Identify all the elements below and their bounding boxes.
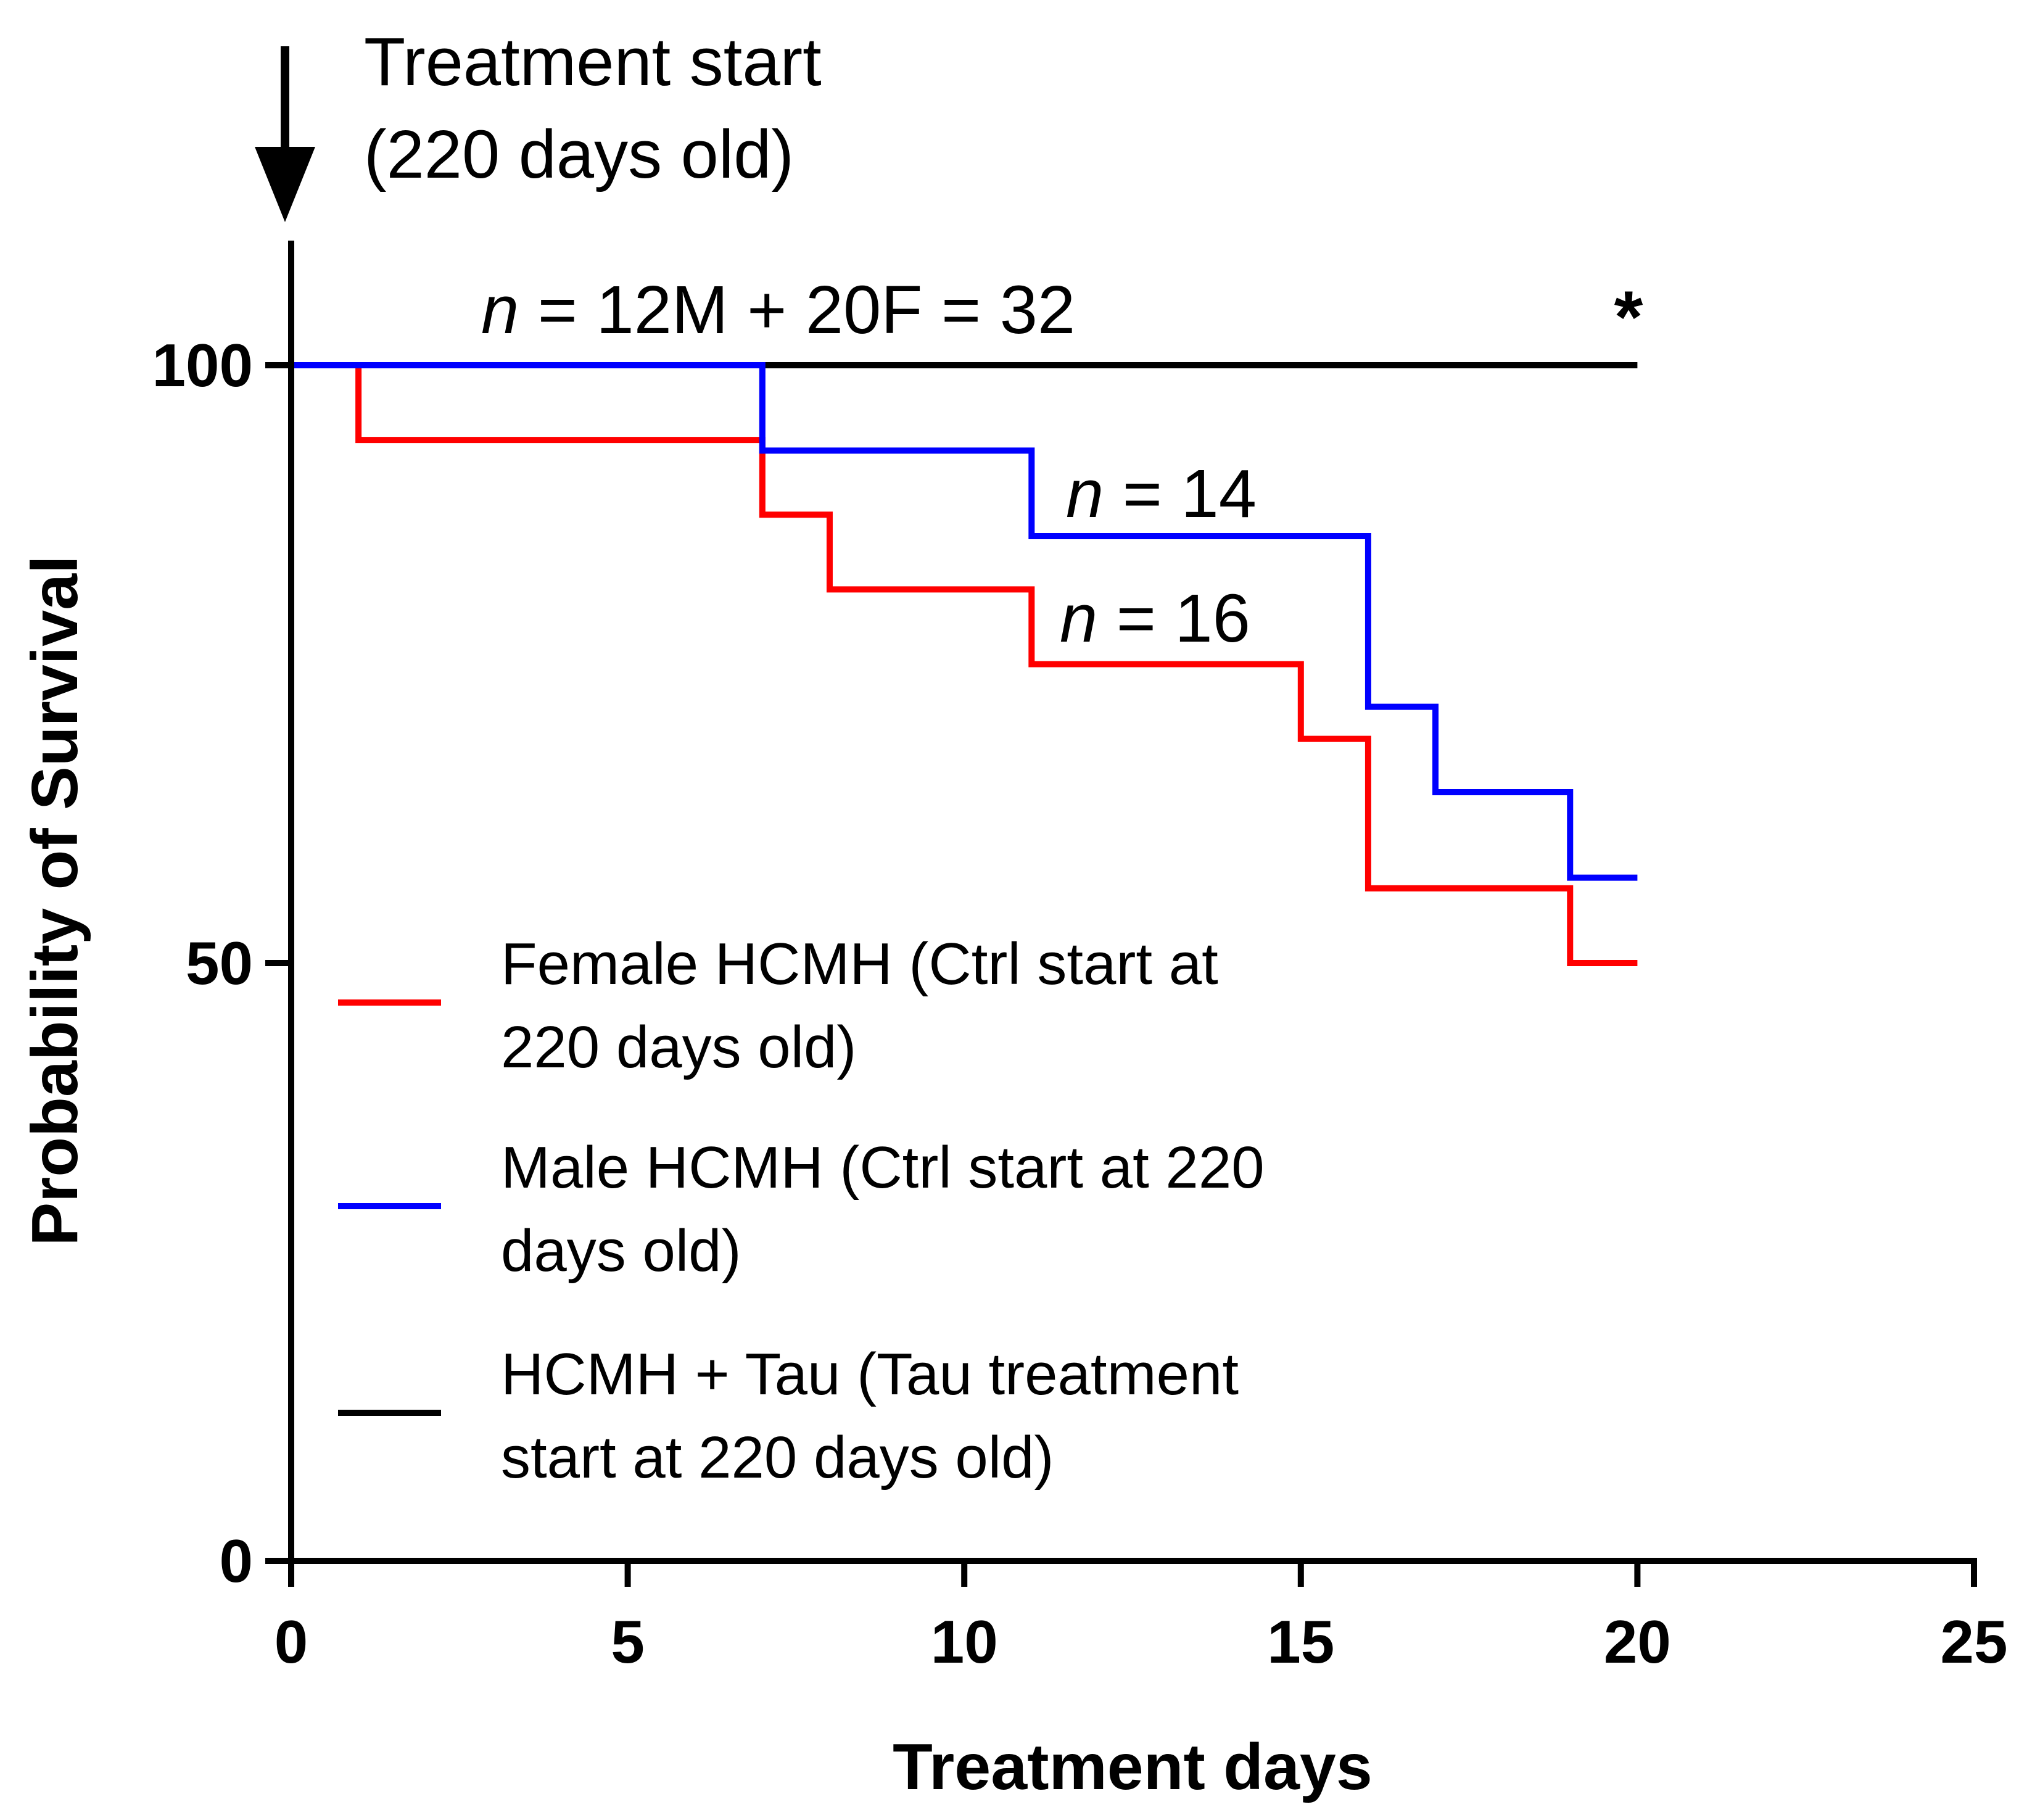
- series-layer: [291, 362, 1638, 966]
- legend-label-female-line1: Female HCMH (Ctrl start at: [501, 931, 1218, 997]
- x-tick-label-25: 25: [1940, 1608, 2007, 1676]
- n-male-label-n: n: [1066, 456, 1104, 532]
- x-axis-title: Treatment days: [893, 1731, 1373, 1803]
- legend-label-male-line2: days old): [501, 1218, 741, 1284]
- series-line-male: [291, 362, 1638, 881]
- x-tick-label-5: 5: [611, 1608, 645, 1676]
- legend-label-male-line1: Male HCMH (Ctrl start at 220: [501, 1135, 1265, 1201]
- legend-label-tau-line1: HCMH + Tau (Tau treatment: [501, 1341, 1239, 1407]
- n-female-label-n: n: [1060, 581, 1097, 656]
- y-tick-label-100: 100: [152, 331, 253, 399]
- y-axis-title: Probability of Survival: [19, 555, 91, 1246]
- arrow-down-icon: [255, 147, 315, 222]
- n-female-label-value: = 16: [1097, 581, 1250, 656]
- n-tau-label: n = 12M + 20F = 32: [481, 272, 1075, 348]
- n-female-label: n = 16: [1060, 581, 1250, 656]
- y-tick-label-0: 0: [219, 1527, 253, 1595]
- n-tau-label-value: = 12M + 20F = 32: [519, 272, 1075, 348]
- x-tick-label-10: 10: [931, 1608, 998, 1676]
- legend-label-female-line2: 220 days old): [501, 1014, 856, 1080]
- text-layer: 0 5 10 15 20 25 0 50 100 Treatment days Probabilit…: [19, 24, 2008, 1803]
- n-tau-label-n: n: [481, 272, 519, 348]
- treatment-start-label: Treatment start: [364, 24, 822, 100]
- n-male-label: n = 14: [1066, 456, 1257, 532]
- x-tick-label-15: 15: [1267, 1608, 1334, 1676]
- y-tick-label-50: 50: [186, 929, 253, 997]
- legend-label-tau-line2: start at 220 days old): [501, 1425, 1054, 1491]
- x-tick-label-20: 20: [1604, 1608, 1671, 1676]
- axes-layer: [255, 46, 1977, 1587]
- significance-star: *: [1614, 276, 1643, 358]
- n-male-label-value: = 14: [1104, 456, 1257, 532]
- series-line-female: [291, 362, 1638, 966]
- treatment-start-age: (220 days old): [364, 117, 794, 192]
- x-tick-label-0: 0: [275, 1608, 308, 1676]
